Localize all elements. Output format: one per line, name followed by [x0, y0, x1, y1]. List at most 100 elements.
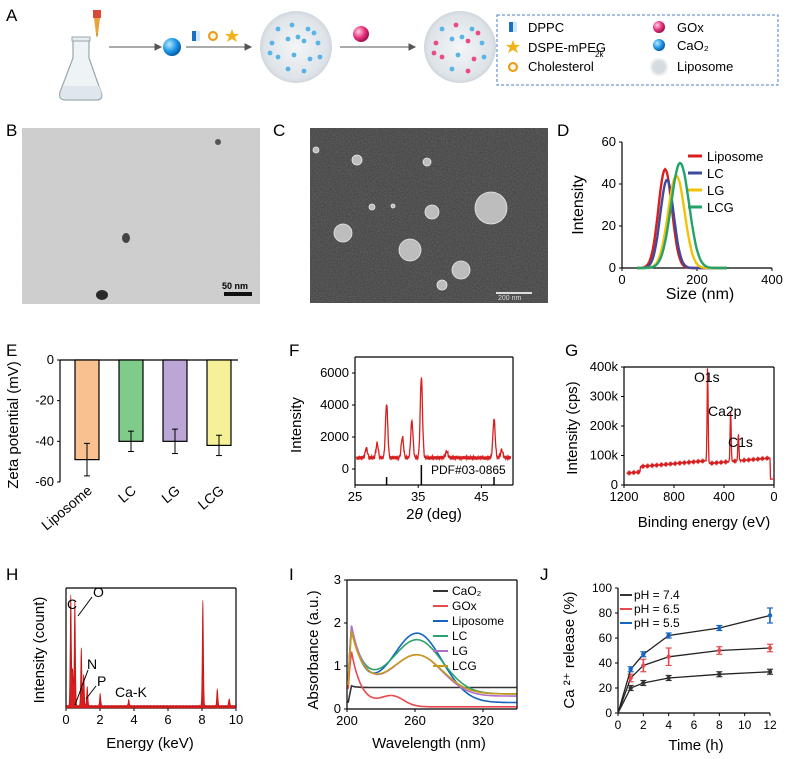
x-tick-label: 12 [763, 718, 777, 732]
x-tick-label: 2 [640, 718, 647, 732]
panel-d-size-chart: 0 200 400 0 20 40 60 Intensity Size (nm) Liposome… [570, 134, 783, 303]
x-tick-label: 8 [198, 712, 205, 727]
y-tick-label: 1 [334, 658, 341, 673]
reference-label: PDF#03-0865 [431, 463, 506, 477]
nanoparticle-dot [439, 54, 445, 60]
annotation-arrow [85, 685, 97, 700]
dspe-icon [225, 29, 239, 42]
annotation-n: N [87, 656, 97, 672]
gox-icon [353, 26, 369, 42]
nanoparticle-dot [465, 38, 471, 44]
schematic-legend: DPPC DSPE-mPEG 2k Cholesterol GOx CaO₂ L… [496, 14, 779, 86]
cao2-dot [289, 22, 295, 28]
data-point [628, 675, 633, 681]
data-point [641, 663, 646, 668]
xps-survey [626, 368, 774, 480]
y-axis-label: Intensity [570, 175, 587, 235]
nanoparticle-dot [455, 52, 461, 58]
y-tick-label: -60 [35, 474, 54, 489]
nanoparticle-dot [471, 56, 477, 62]
dspe-legend-icon [506, 40, 520, 53]
series-line [347, 630, 517, 695]
nanoparticle-dot [481, 54, 487, 60]
y-tick-label: 20 [599, 681, 613, 695]
legend-label: pH = 6.5 [634, 602, 680, 616]
legend-label: LCG [707, 200, 734, 215]
cao2-particle-icon [163, 38, 181, 56]
x-axis-label: Energy (keV) [106, 735, 194, 752]
series-line [347, 626, 517, 704]
legend-label: LG [452, 644, 468, 658]
category-label: Liposome [38, 482, 95, 533]
y-tick-label: 0 [334, 701, 341, 716]
y-tick-label: 300k [590, 389, 619, 404]
legend-label: LCG [452, 659, 477, 673]
x-axis-label: Wavelength (nm) [372, 735, 486, 752]
data-point [717, 648, 722, 653]
panel-letters: A B C D E F G H I J [6, 6, 578, 584]
y-tick-label: 0 [605, 706, 612, 720]
liposome-legend-icon [651, 59, 667, 75]
data-point [767, 669, 773, 674]
y-axis-label: Zeta potential (mV) [5, 361, 22, 489]
xrd-pattern [355, 377, 512, 462]
x-tick-label: 6 [691, 718, 698, 732]
legend-cholesterol: Cholesterol [528, 59, 594, 74]
data-point [717, 625, 722, 631]
panel-j-release-chart: 0 2 4 6 8 10 12 0 20 40 60 80 100 Ca ²⁺ release (%) Ti… [561, 581, 777, 754]
sem-particle [451, 260, 471, 280]
x-tick-label: 35 [411, 489, 425, 504]
legend-label: GOx [452, 599, 477, 613]
nanoparticle-dot [465, 68, 471, 74]
scale-bar-label: 200 nm [498, 295, 522, 302]
panel-h-eds-chart: 0 2 4 6 8 10 Intensity (count) Energy (keV) CO NP… [31, 584, 243, 752]
y-tick-label: 0 [47, 352, 54, 367]
series-line [617, 614, 771, 714]
annotation-p: P [97, 673, 106, 689]
gox-legend-icon [653, 21, 665, 33]
bar-lc [118, 359, 144, 442]
y-tick-label: 40 [602, 176, 616, 191]
cao2-dot [275, 26, 281, 32]
panel-letter-b: B [6, 121, 17, 140]
y-tick-label: 0 [342, 461, 349, 476]
cao2-dot [317, 54, 323, 60]
cao2-dot [291, 52, 297, 58]
x-tick-label: 200 [336, 713, 358, 728]
cao2-legend-icon [653, 39, 665, 51]
x-tick-label: 25 [348, 489, 362, 504]
panel-letter-g: G [565, 341, 578, 360]
x-tick-label: 2 [96, 712, 103, 727]
y-tick-label: 60 [599, 631, 613, 645]
panel-letter-e: E [6, 341, 17, 360]
y-tick-label: 2 [334, 615, 341, 630]
scale-bar-label: 50 nm [222, 281, 248, 291]
nanoparticle-dot [439, 26, 445, 32]
legend-label: Liposome [452, 614, 504, 628]
annotation-arrow [77, 596, 93, 617]
annotation-o1s: O1s [694, 369, 720, 385]
x-tick-label: 6 [164, 712, 171, 727]
panel-i-uvvis-chart: 200 260 320 0 1 2 3 Absorbance (a.u.) Wavelength… [305, 572, 518, 752]
y-tick-label: 0 [611, 477, 618, 492]
series-line [617, 647, 771, 714]
y-tick-label: 3 [334, 572, 341, 587]
annotation-o: O [93, 584, 104, 600]
dropper-icon [93, 10, 101, 38]
x-tick-label: 400 [713, 489, 735, 504]
deg: (deg) [423, 506, 462, 523]
series-line [347, 651, 517, 708]
x-tick-label: 0 [770, 489, 777, 504]
x-axis-label: Binding energy (eV) [638, 514, 771, 531]
x-tick-label: 0 [618, 272, 625, 287]
panel-g-xps-chart: 1200 800 400 0 0 100k 200k 300k 400k Intensity (c… [564, 359, 778, 531]
x-tick-label: 0 [62, 712, 69, 727]
y-tick-label: 100 [592, 581, 612, 595]
y-axis-label: Absorbance (a.u.) [305, 590, 322, 709]
x-tick-label: 260 [404, 713, 426, 728]
x-tick-label: 320 [472, 713, 494, 728]
y-tick-label: 100k [590, 448, 619, 463]
nanoparticle-dot [469, 26, 475, 32]
y-axis-label: Intensity (count) [31, 597, 48, 704]
data-point [666, 654, 671, 659]
